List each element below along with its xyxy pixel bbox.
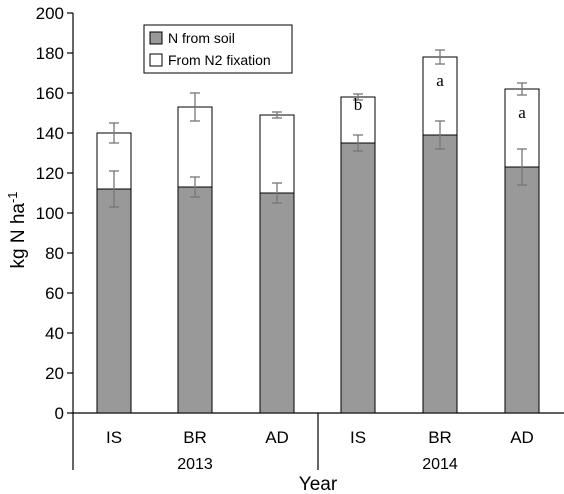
year-group-label: 2013	[177, 456, 213, 473]
bar-n2-fixation	[259, 114, 295, 194]
year-group-label: 2014	[422, 456, 458, 473]
x-tick-label: BR	[428, 428, 452, 447]
bar-n-from-soil	[422, 134, 458, 414]
y-tick-label: 100	[36, 204, 64, 223]
y-tick-label: 160	[36, 84, 64, 103]
significance-letter: a	[518, 103, 526, 122]
bar-n-from-soil	[96, 188, 132, 414]
y-tick-label: 120	[36, 164, 64, 183]
x-tick-label: IS	[350, 428, 366, 447]
y-axis-title: kg N ha-1	[5, 191, 29, 268]
significance-letter: a	[436, 71, 444, 90]
y-tick-label: 200	[36, 4, 64, 23]
bar-n-from-soil	[340, 142, 376, 414]
y-tick-label: 40	[45, 324, 64, 343]
legend-label: From N2 fixation	[168, 52, 271, 68]
bar-n-from-soil	[504, 166, 540, 414]
significance-letter: b	[354, 95, 363, 114]
x-tick-label: IS	[106, 428, 122, 447]
bar-n-from-soil	[177, 186, 213, 414]
legend-label: N from soil	[168, 30, 235, 46]
x-axis-title: Year	[299, 474, 338, 494]
x-tick-label: AD	[510, 428, 534, 447]
y-tick-label: 0	[55, 404, 64, 423]
y-tick-label: 80	[45, 244, 64, 263]
bar-n-from-soil	[259, 192, 295, 414]
legend-box	[143, 24, 293, 74]
legend-swatch	[149, 31, 163, 45]
y-tick-label: 60	[45, 284, 64, 303]
y-tick-label: 140	[36, 124, 64, 143]
legend-swatch	[149, 53, 163, 67]
y-tick-label: 180	[36, 44, 64, 63]
y-tick-label: 20	[45, 364, 64, 383]
x-tick-label: AD	[265, 428, 289, 447]
x-tick-label: BR	[183, 428, 207, 447]
